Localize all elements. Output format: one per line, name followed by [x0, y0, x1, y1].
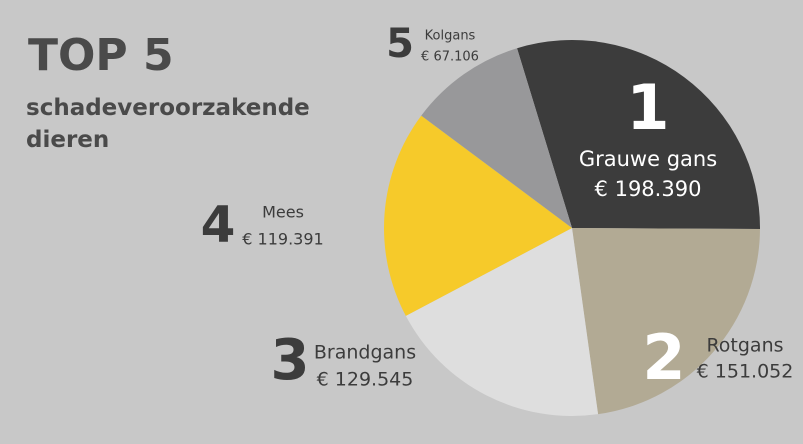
rank-label: 2 — [642, 321, 685, 394]
category-label: Kolgans — [425, 29, 476, 44]
rank-label: 4 — [201, 196, 236, 254]
category-label: Mees — [262, 203, 304, 222]
category-label: Grauwe gans — [579, 147, 717, 171]
value-label: € 151.052 — [697, 361, 794, 383]
pie-slice — [517, 40, 761, 230]
value-label: € 198.390 — [595, 177, 702, 201]
labels: 1 Grauwe gans € 198.390 2 Rotgans € 151.052 3 B… — [201, 21, 794, 394]
pie — [384, 40, 761, 417]
pie-slice — [405, 228, 599, 417]
value-label: € 67.106 — [421, 50, 479, 65]
pie-slice — [421, 48, 572, 228]
rank-label: 5 — [386, 21, 414, 67]
category-label: Rotgans — [706, 335, 783, 357]
chart-subtitle: schadeveroorzakende dieren — [26, 95, 310, 153]
chart-title: TOP 5 — [28, 30, 174, 81]
pie-slice — [572, 228, 760, 415]
subtitle-box: schadeveroorzakende dieren — [26, 95, 310, 153]
rank-label: 3 — [271, 328, 310, 393]
pie-slice — [384, 115, 572, 316]
value-label: € 129.545 — [317, 369, 414, 391]
value-label: € 119.391 — [242, 230, 323, 249]
category-label: Brandgans — [314, 342, 416, 364]
rank-label: 1 — [626, 71, 669, 144]
